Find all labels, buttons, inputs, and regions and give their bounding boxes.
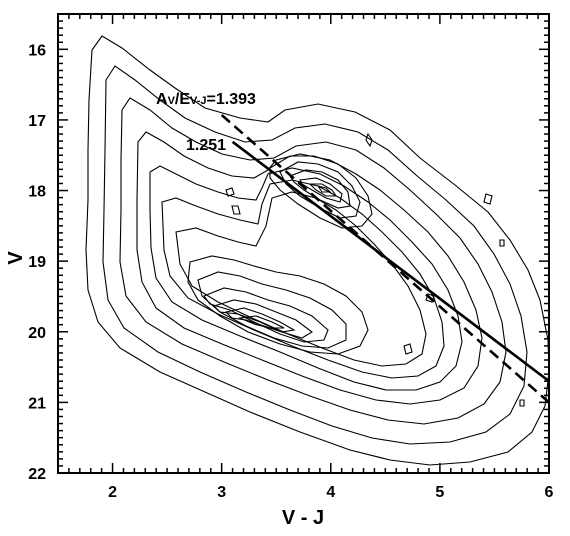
y-tick-label: 22 bbox=[28, 466, 46, 483]
contour-island-3 bbox=[231, 205, 241, 215]
x-tick-label: 2 bbox=[108, 484, 117, 501]
annot-mid: /E bbox=[175, 91, 190, 108]
contour-island-4 bbox=[403, 343, 413, 355]
x-tick-label: 3 bbox=[217, 484, 226, 501]
annot-value: =1.393 bbox=[207, 91, 256, 108]
contour-clump-5 bbox=[308, 183, 338, 197]
y-tick-label: 18 bbox=[28, 184, 46, 201]
axis-ticks bbox=[57, 13, 550, 474]
annot-sub-v: V bbox=[168, 95, 176, 107]
contour-clump-6 bbox=[316, 185, 332, 193]
contour-level-5 bbox=[149, 165, 463, 391]
y-tick-label: 19 bbox=[28, 254, 46, 271]
contour-clump-3 bbox=[289, 169, 351, 209]
contour-level-10 bbox=[203, 287, 329, 343]
contour-level-11 bbox=[212, 299, 313, 339]
contour-clump-1 bbox=[269, 155, 373, 229]
reddening-line-solid bbox=[231, 140, 550, 383]
y-tick-label: 20 bbox=[28, 325, 46, 342]
x-tick-label: 6 bbox=[545, 484, 554, 501]
contour-island-1 bbox=[365, 132, 373, 148]
x-tick-label: 5 bbox=[435, 484, 444, 501]
reddening-label-1393: AV/EV-J=1.393 bbox=[156, 91, 256, 108]
plot-frame bbox=[57, 13, 550, 474]
y-axis-title: V bbox=[5, 251, 27, 265]
contour-island-5 bbox=[425, 293, 435, 303]
x-tick-label: 4 bbox=[326, 484, 335, 501]
axis-tick-labels: 2 3 4 5 6 16 17 18 19 20 21 22 bbox=[28, 42, 553, 501]
contour-island-8 bbox=[499, 239, 505, 247]
contour-level-12 bbox=[224, 307, 296, 333]
contour-island-7 bbox=[483, 193, 493, 205]
contour-level-8 bbox=[187, 255, 369, 355]
y-tick-label: 16 bbox=[28, 42, 46, 59]
reddening-label-1251: 1.251 bbox=[186, 137, 226, 154]
reddening-line-dashed bbox=[220, 114, 550, 404]
y-tick-label: 21 bbox=[28, 395, 46, 412]
contour-level-13 bbox=[237, 315, 285, 329]
contour-island-6 bbox=[519, 399, 525, 407]
contour-clump-4 bbox=[299, 177, 343, 203]
contour-level-2 bbox=[102, 65, 528, 445]
x-axis-title: V - J bbox=[282, 507, 324, 529]
annot-sub-vj: V-J bbox=[190, 95, 207, 107]
contour-level-3 bbox=[119, 97, 507, 425]
contour-island-2 bbox=[225, 187, 235, 197]
reddening-lines bbox=[220, 114, 550, 404]
contour-level-9 bbox=[197, 271, 347, 349]
y-tick-label: 17 bbox=[28, 113, 46, 130]
annot-a: A bbox=[156, 91, 168, 108]
contour-level-4 bbox=[136, 131, 483, 405]
density-contours bbox=[85, 35, 550, 466]
contour-clump-2 bbox=[279, 161, 361, 219]
